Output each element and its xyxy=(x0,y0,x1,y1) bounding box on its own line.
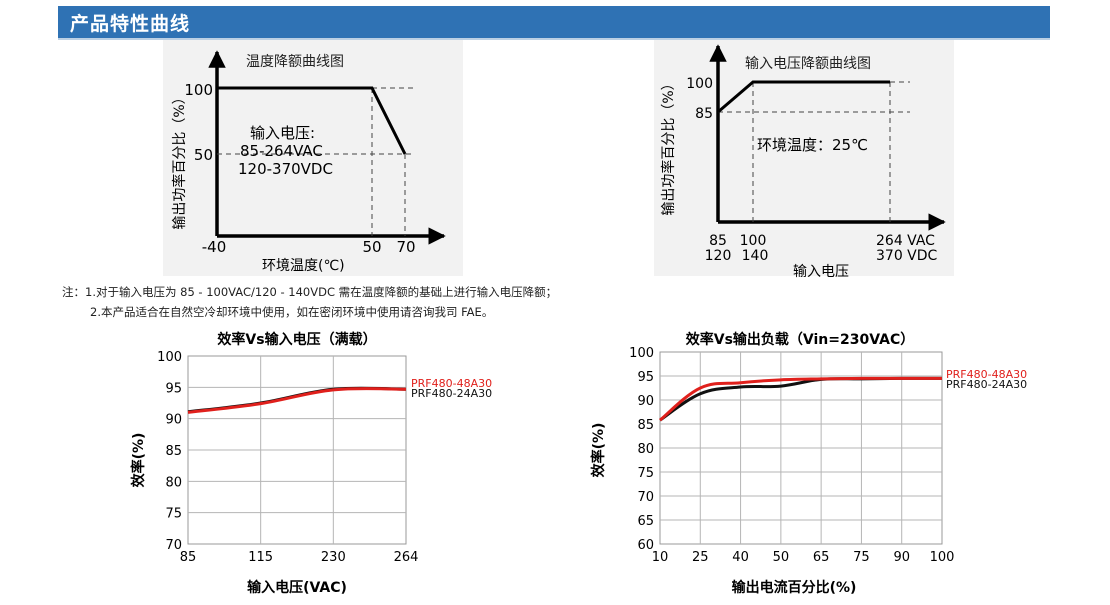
x-tick-label: 70 xyxy=(396,238,415,256)
notes-block: 注：1.对于输入电压为 85 - 100VAC/120 - 140VDC 需在温… xyxy=(62,282,557,322)
x-tick-label: 264 xyxy=(394,550,419,565)
y-tick-label: 85 xyxy=(695,106,713,122)
y-tick-label: 95 xyxy=(165,381,182,396)
y-tick-label: 90 xyxy=(165,413,182,428)
voltage-derating-panel xyxy=(654,40,954,276)
y-axis-label: 效率(%) xyxy=(130,433,147,488)
x-tick-label: 230 xyxy=(321,550,346,565)
x-tick-label: -40 xyxy=(202,238,227,256)
derating-curve xyxy=(717,80,890,114)
x-tick-label: 75 xyxy=(853,550,870,565)
x-axis-label: 输入电压 xyxy=(793,264,849,280)
y-tick-label: 100 xyxy=(629,346,654,361)
header-divider xyxy=(58,38,1050,40)
y-tick-label: 50 xyxy=(194,146,213,164)
chart-title: 效率Vs输入电压（满载） xyxy=(217,331,376,348)
annotation-line: 85-264VAC xyxy=(240,142,323,160)
x-tick-label: 264 VAC xyxy=(876,233,935,249)
x-tick-label: 10 xyxy=(652,550,669,565)
x-tick-label: 65 xyxy=(813,550,830,565)
y-tick-label: 85 xyxy=(637,418,654,433)
legend-entry: PRF480-48A30 xyxy=(946,368,1027,381)
y-axis-label: 输出功率百分比（%） xyxy=(660,76,677,215)
x-axis-label: 输出电流百分比(%) xyxy=(732,579,857,596)
x-tick-label: 120 xyxy=(705,248,732,264)
legend-entry: PRF480-24A30 xyxy=(946,378,1027,391)
x-tick-label: 40 xyxy=(732,550,749,565)
y-tick-label: 75 xyxy=(637,466,654,481)
derating-curve xyxy=(217,86,407,155)
legend-entry: PRF480-48A30 xyxy=(411,377,492,390)
x-tick-label: 90 xyxy=(893,550,910,565)
chart-title: 效率Vs输出负载（Vin=230VAC） xyxy=(686,331,914,348)
y-tick-label: 75 xyxy=(165,507,182,522)
series-line-PRF480-48A30 xyxy=(659,376,942,422)
y-axis-label: 输出功率百分比（%） xyxy=(171,90,188,229)
section-header: 产品特性曲线 xyxy=(58,6,1050,38)
x-tick-label: 85 xyxy=(180,550,197,565)
y-tick-label: 100 xyxy=(686,76,713,92)
legend-entry: PRF480-24A30 xyxy=(411,387,492,400)
annotation: 环境温度：25℃ xyxy=(757,136,868,154)
chart-title: 输入电压降额曲线图 xyxy=(745,56,871,72)
chart-title: 温度降额曲线图 xyxy=(246,54,344,70)
note-line: 2.本产品适合在自然空冷却环境中使用，如在密闭环境中使用请咨询我司 FAE。 xyxy=(90,305,494,319)
x-axis-label: 输入电压(VAC) xyxy=(247,579,347,596)
y-tick-label: 90 xyxy=(637,394,654,409)
y-axis-label: 效率(%) xyxy=(590,423,607,478)
x-tick-label: 140 xyxy=(742,248,769,264)
efficiency-vs-load-chart: 效率Vs输出负载（Vin=230VAC） 100 95 90 85 80 75 70 65 60… xyxy=(590,331,1027,596)
y-tick-label: 100 xyxy=(184,81,213,99)
voltage-derating-chart: 输入电压降额曲线图 100 85 85 100 264 VAC 120 140 … xyxy=(660,44,946,280)
x-tick-label: 50 xyxy=(362,238,381,256)
y-tick-label: 100 xyxy=(157,350,182,365)
efficiency-vs-voltage-chart: 效率Vs输入电压（满载） 100 95 90 85 80 75 70 85 115 230 264… xyxy=(130,331,492,596)
x-tick-label: 85 xyxy=(709,233,727,249)
y-tick-label: 60 xyxy=(637,538,654,553)
y-tick-label: 80 xyxy=(637,442,654,457)
annotation-line: 120-370VDC xyxy=(238,160,333,178)
annotation-line: 输入电压: xyxy=(250,124,315,142)
x-tick-label: 100 xyxy=(930,550,955,565)
x-tick-label: 25 xyxy=(692,550,709,565)
y-tick-label: 85 xyxy=(165,444,182,459)
series-line-PRF480-48A30 xyxy=(187,387,407,414)
x-tick-label: 50 xyxy=(773,550,790,565)
y-tick-label: 70 xyxy=(165,538,182,553)
y-tick-label: 70 xyxy=(637,490,654,505)
temp-derating-chart: 温度降额曲线图 100 50 -40 50 70 环境温度(℃) 输出功率百分比… xyxy=(171,50,446,274)
x-tick-label: 370 VDC xyxy=(876,248,938,264)
section-title: 产品特性曲线 xyxy=(70,13,191,35)
x-tick-label: 115 xyxy=(248,550,273,565)
y-tick-label: 65 xyxy=(637,514,654,529)
note-line: 注：1.对于输入电压为 85 - 100VAC/120 - 140VDC 需在温… xyxy=(62,285,558,299)
y-tick-label: 95 xyxy=(637,370,654,385)
y-tick-label: 80 xyxy=(165,475,182,490)
x-axis-label: 环境温度(℃) xyxy=(262,258,345,274)
x-tick-label: 100 xyxy=(740,233,767,249)
